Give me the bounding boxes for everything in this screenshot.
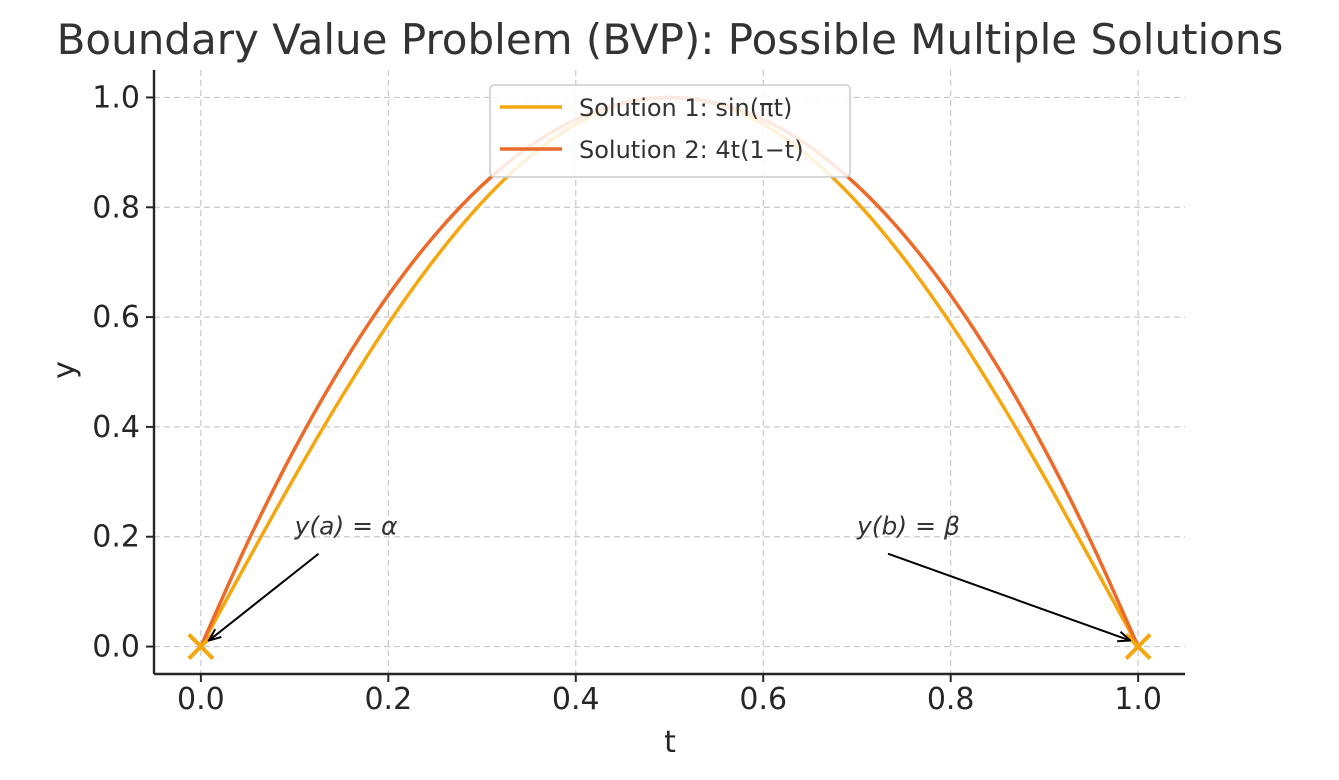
y-axis-label: y bbox=[47, 361, 82, 379]
annotation-arrow-2 bbox=[887, 552, 1130, 641]
series-lines bbox=[199, 95, 1140, 649]
annotation-arrow-1 bbox=[209, 552, 320, 641]
x-tick-label: 0.6 bbox=[739, 682, 787, 717]
annotation-label-1: y(a) = α bbox=[294, 512, 398, 541]
x-tick-label: 0.2 bbox=[364, 682, 412, 717]
x-tick-label: 0.8 bbox=[927, 682, 975, 717]
annotation-label-2: y(b) = β bbox=[856, 512, 960, 541]
axes: 0.0 0.2 0.4 0.6 0.8 1.0 0.0 0.2 0.4 0.6 0.8 1.0 bbox=[92, 70, 1185, 717]
y-tick-label: 0.4 bbox=[92, 410, 140, 445]
boundary-marker-stroke bbox=[1124, 633, 1152, 660]
y-tick-label: 0.2 bbox=[92, 520, 140, 555]
annotations: y(a) = α y(b) = β bbox=[209, 512, 1130, 641]
legend-label-solution-1: Solution 1: sin(πt) bbox=[579, 94, 792, 122]
y-tick-label: 1.0 bbox=[92, 80, 140, 115]
y-tick-label: 0.0 bbox=[92, 630, 140, 665]
y-tick-label: 0.8 bbox=[92, 190, 140, 225]
x-tick-label: 1.0 bbox=[1114, 682, 1162, 717]
x-tick-label: 0.4 bbox=[552, 682, 600, 717]
legend-box bbox=[489, 84, 851, 178]
legend-label-solution-2: Solution 2: 4t(1−t) bbox=[579, 136, 804, 164]
y-tick-label: 0.6 bbox=[92, 300, 140, 335]
x-axis-label: t bbox=[664, 725, 676, 760]
chart-title: Boundary Value Problem (BVP): Possible M… bbox=[57, 15, 1284, 64]
x-tick-label: 0.0 bbox=[177, 682, 225, 717]
series-line-solution-1 bbox=[199, 95, 1140, 649]
legend: Solution 1: sin(πt) Solution 2: 4t(1−t) bbox=[489, 84, 851, 178]
series-line-solution-2 bbox=[199, 95, 1140, 649]
